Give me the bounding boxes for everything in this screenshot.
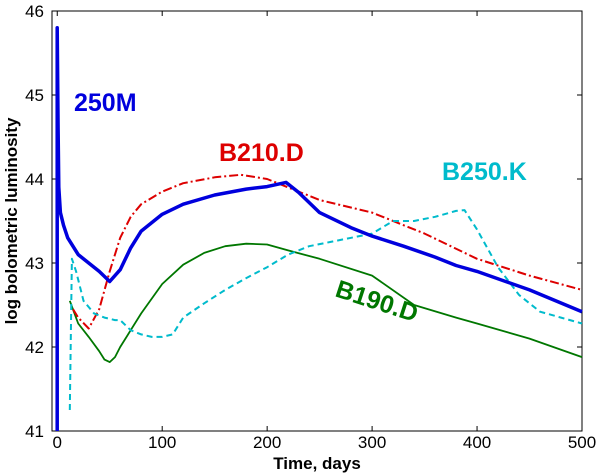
series-line-250m [55,26,583,431]
x-axis-label: Time, days [273,454,361,473]
label-b250k: B250.K [442,158,527,186]
y-tick-label: 41 [25,422,44,441]
label-b210d: B210.D [219,139,304,167]
series-lines [55,26,583,431]
series-line-b190d [68,242,583,363]
x-axis: 0 100 200 300 400 500 [53,11,596,452]
series-line-b210d [72,173,583,330]
x-tick-label: 0 [53,433,62,452]
label-250m: 250M [74,89,137,117]
y-axis-label: log bolometric luminosity [2,117,21,324]
y-tick-label: 43 [25,254,44,273]
y-tick-label: 45 [25,86,44,105]
x-tick-label: 200 [253,433,281,452]
x-tick-label: 500 [568,433,596,452]
series-line-b250k [68,209,583,411]
x-tick-label: 100 [148,433,176,452]
plot-frame [51,10,583,432]
x-tick-label: 400 [463,433,491,452]
y-tick-label: 46 [25,2,44,21]
x-tick-label: 300 [358,433,386,452]
y-tick-label: 42 [25,338,44,357]
y-tick-label: 44 [25,170,44,189]
plot-background [52,11,582,431]
